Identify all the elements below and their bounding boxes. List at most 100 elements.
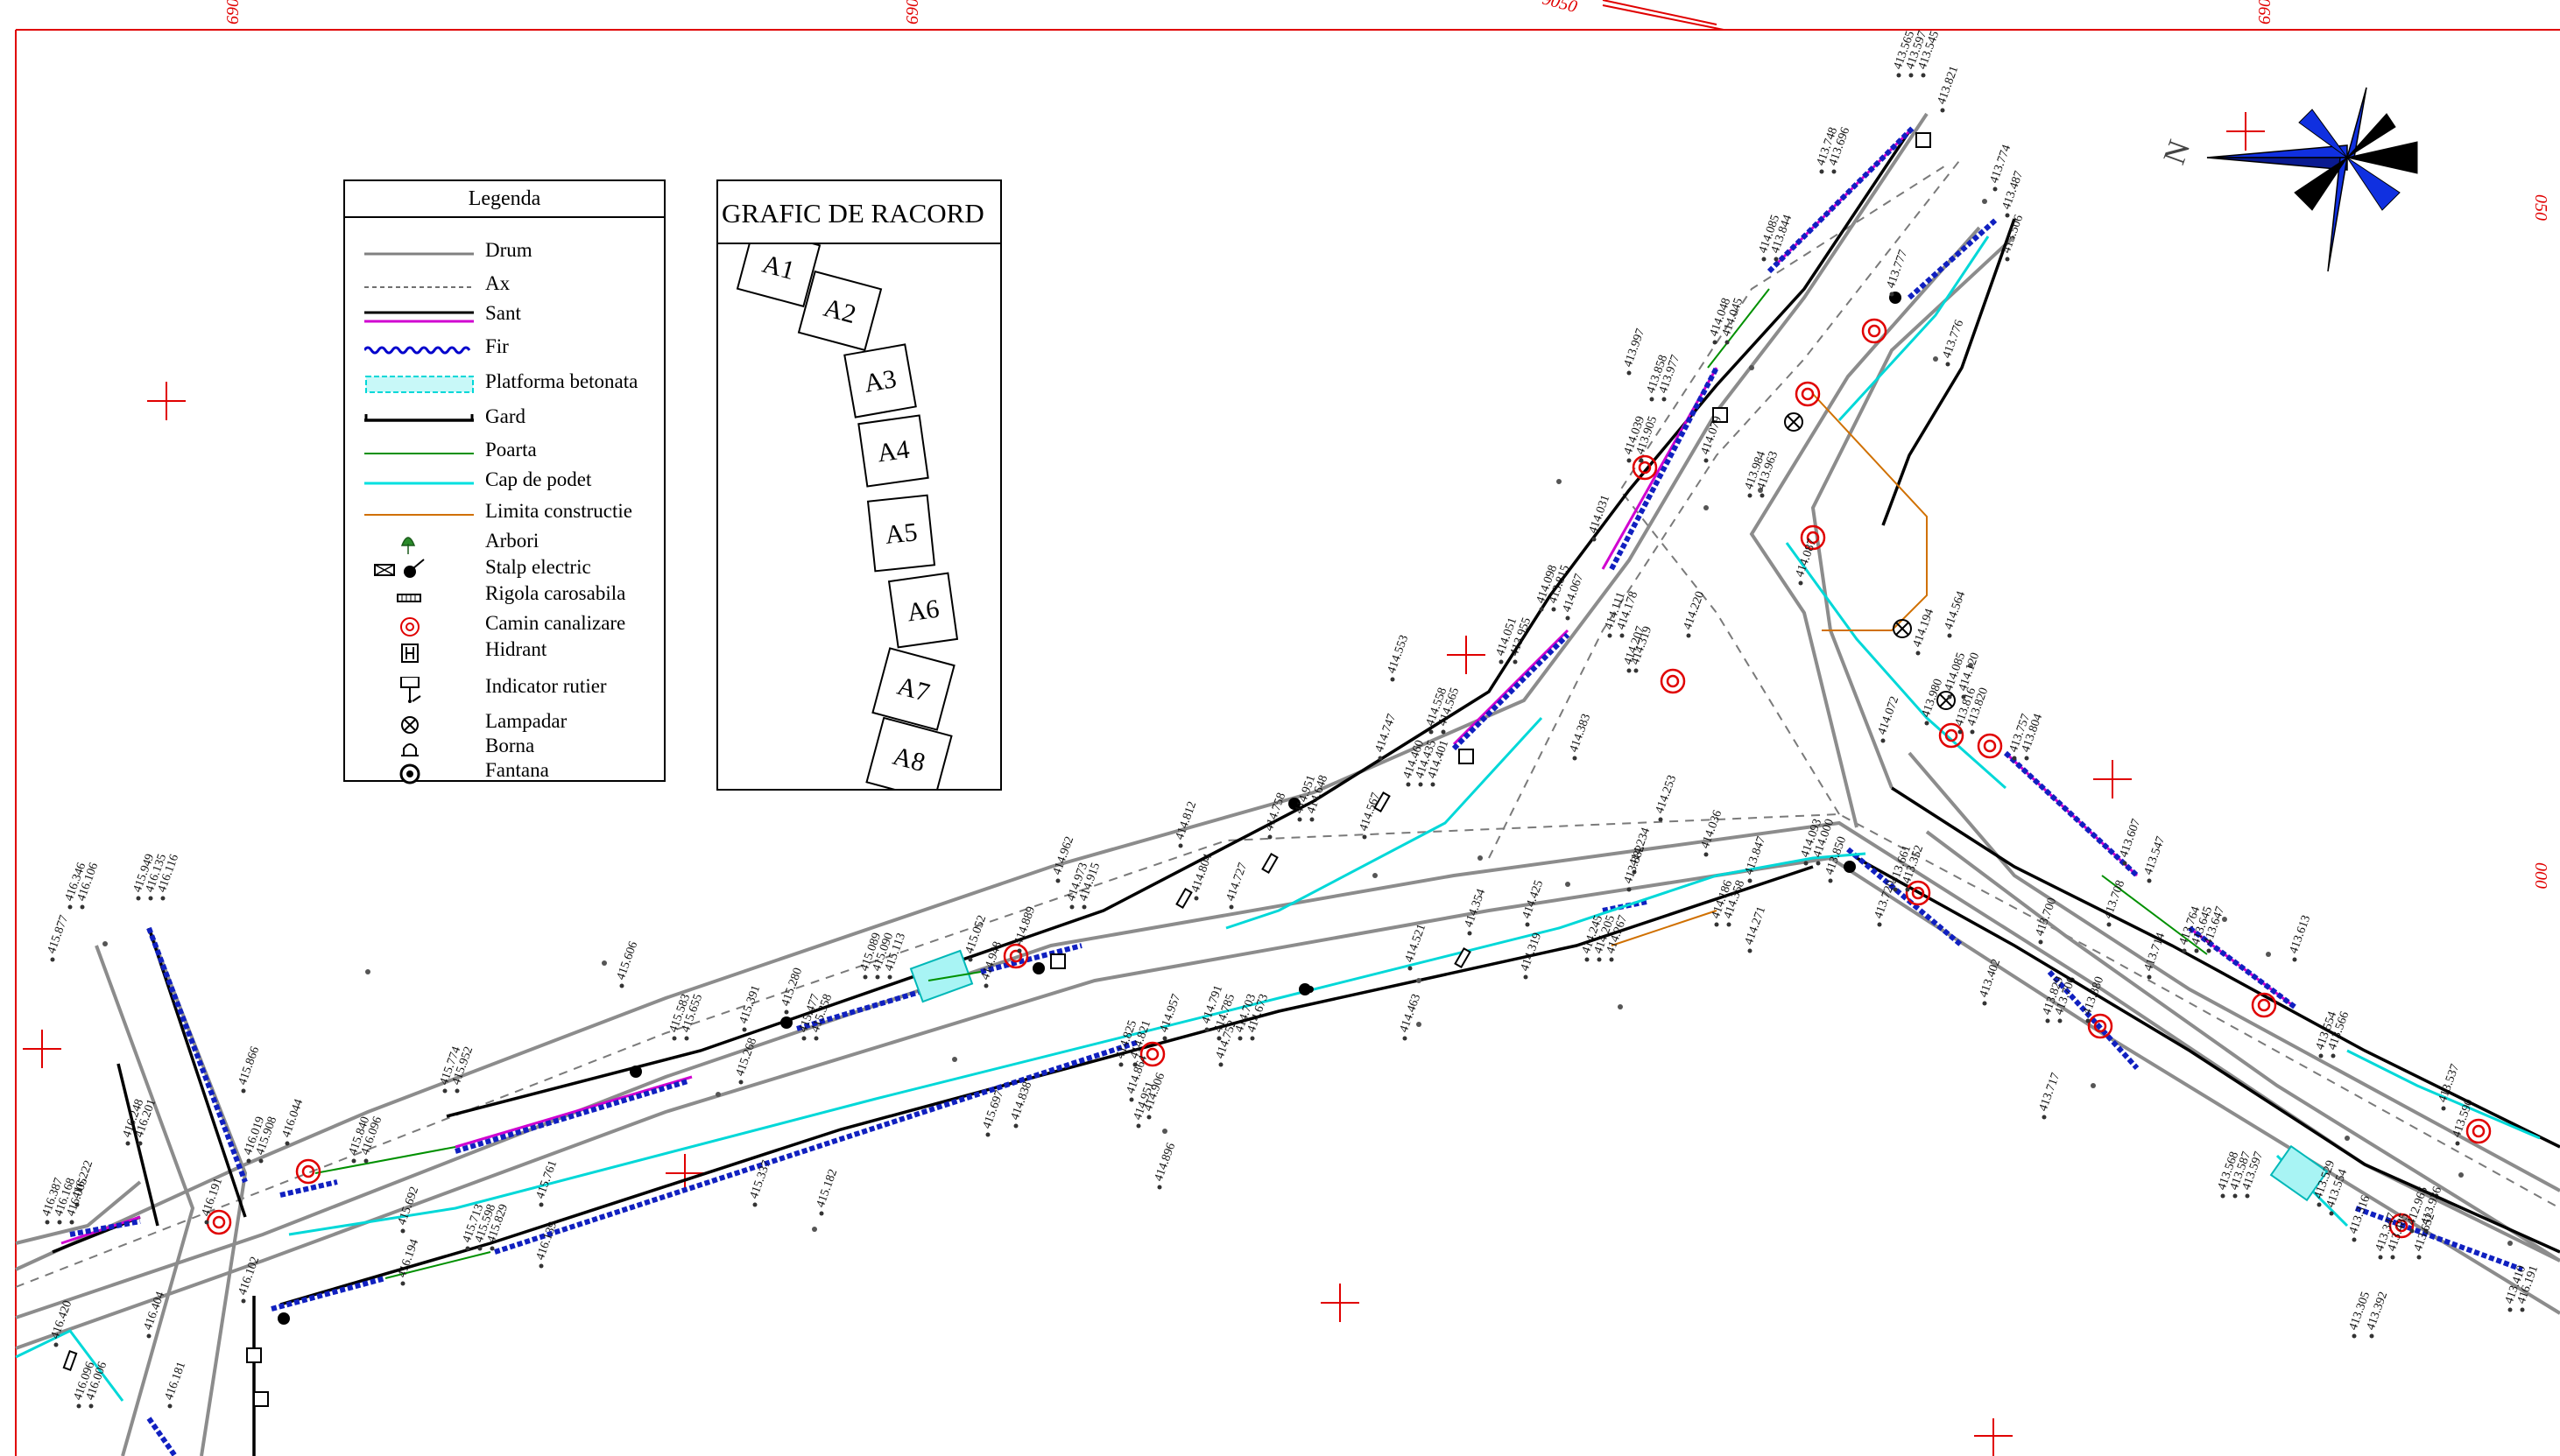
elevation-point: [465, 1246, 470, 1251]
indicator-symbol-icon: [400, 677, 421, 703]
elevation-point: [160, 896, 166, 901]
legend-label-limita: Limita constructie: [485, 500, 632, 522]
manhole: [1905, 880, 1931, 906]
elevation-label: 413.882: [1622, 843, 1648, 885]
elevation-label: 414.889: [1012, 904, 1039, 946]
elevation-label: 413.613: [2288, 913, 2314, 955]
manhole: [1938, 722, 1964, 749]
elevation-point: [1597, 957, 1602, 962]
elevation-point: [801, 1036, 807, 1041]
legend-item-stalp: Stalp electric: [345, 556, 664, 584]
arbori-symbol-icon: [400, 537, 416, 554]
elevation-label: 414.383: [1568, 712, 1594, 754]
elevation-label: 415.697: [981, 1088, 1007, 1130]
manhole: [1003, 943, 1029, 969]
manhole: [2251, 992, 2277, 1018]
legend-title: Legenda: [345, 181, 664, 218]
manhole: [2388, 1213, 2415, 1239]
racord-sheet-label: A4: [876, 435, 912, 468]
racord-sheet-a3: A3: [843, 343, 917, 419]
elevation-label: 413.316: [2347, 1193, 2373, 1235]
elevation-point: [1362, 834, 1367, 840]
elevation-point: [1686, 633, 1691, 638]
grid-label-top-3: 9050: [1541, 0, 1579, 17]
elevation-point: [2147, 974, 2152, 980]
concrete-platform: [909, 949, 2329, 1202]
electric-pole: [1033, 962, 1045, 974]
legend-label-indicator: Indicator rutier: [485, 675, 607, 697]
elevation-point: [968, 957, 973, 962]
drum-symbol-icon: [364, 252, 474, 256]
elevation-point: [455, 1088, 460, 1094]
elevation-point: [1889, 292, 1894, 297]
hydrant: [1050, 953, 1066, 969]
grid-crosses: [23, 112, 2265, 1456]
elevation-point: [2416, 1255, 2422, 1260]
elevation-label: 414.194: [1911, 607, 1937, 649]
manhole: [1795, 381, 1821, 407]
elevation-point: [1828, 878, 1833, 883]
elevation-point: [1407, 966, 1413, 971]
elevation-point: [1703, 852, 1709, 857]
elevation-point: [2194, 948, 2199, 953]
hydrant: [253, 1391, 269, 1407]
elevation-point: [1513, 659, 1518, 665]
elevation-point: [2042, 1115, 2047, 1120]
elevation-label: 414.727: [1224, 861, 1251, 903]
elevation-point: [80, 904, 85, 910]
hydrant: [1712, 407, 1728, 423]
elevation-point: [2024, 756, 2029, 761]
elevation-point: [539, 1202, 544, 1207]
elevation-point: [1774, 257, 1779, 262]
elevation-point: [138, 1141, 143, 1146]
racord-sheet-a4: A4: [857, 414, 929, 488]
elevation-point: [863, 974, 868, 980]
elevation-label: 414.072: [1876, 694, 1902, 736]
elevation-label: 415.606: [615, 939, 641, 981]
elevation-point: [1430, 782, 1435, 787]
elevation-point: [2409, 1228, 2415, 1234]
grate: [1373, 791, 1391, 813]
elevation-point: [984, 983, 989, 988]
borna-symbol-icon: [401, 743, 419, 756]
manhole: [1632, 454, 1658, 481]
elevation-point: [1146, 1115, 1152, 1120]
elevation-point: [2318, 1053, 2324, 1059]
elevation-point: [539, 1263, 544, 1269]
elevation-label: 413.777: [1885, 248, 1911, 290]
elevation-point: [1539, 607, 1544, 612]
elevation-point: [2423, 1228, 2429, 1234]
elevation-label: 413.590: [2451, 1097, 2477, 1139]
elevation-label: 414.957: [1158, 992, 1184, 1034]
elevation-point: [2331, 1053, 2336, 1059]
elevation-point: [2057, 1018, 2063, 1023]
elevation-point: [1619, 633, 1625, 638]
elevation-point: [45, 1220, 50, 1225]
elevation-point: [1877, 922, 1882, 927]
lampadar-symbol-icon: [401, 716, 419, 734]
elevation-label: 415.692: [396, 1185, 422, 1227]
racord-sheet-a2: A2: [797, 270, 883, 352]
elevation-label: 416.181: [163, 1360, 189, 1402]
grid-label-top-1: 690: [223, 0, 243, 25]
legend-label-rigola: Rigola carosabila: [485, 582, 626, 604]
legend-label-platforma: Platforma betonata: [485, 370, 638, 392]
elevation-point: [814, 1036, 819, 1041]
elevation-point: [2220, 1193, 2225, 1199]
elevation-point: [2147, 878, 2152, 883]
elevation-point: [738, 1080, 744, 1085]
manhole: [1800, 524, 1826, 551]
elevation-point: [285, 1141, 290, 1146]
elevation-point: [1378, 756, 1383, 761]
legend-label-fantana: Fantana: [485, 759, 549, 781]
elevation-point: [1724, 340, 1730, 345]
racord-sheet-label: A6: [906, 594, 941, 628]
elevation-point: [1992, 186, 1998, 192]
elevation-point: [1803, 861, 1809, 866]
sheet-frame: [15, 0, 2560, 1456]
elevation-label: 413.402: [1978, 957, 2004, 999]
racord-sheet-a1: A1: [736, 244, 822, 308]
legend-label-ax: Ax: [485, 272, 511, 294]
elevation-point: [2292, 957, 2297, 962]
elevation-point: [1238, 1036, 1243, 1041]
